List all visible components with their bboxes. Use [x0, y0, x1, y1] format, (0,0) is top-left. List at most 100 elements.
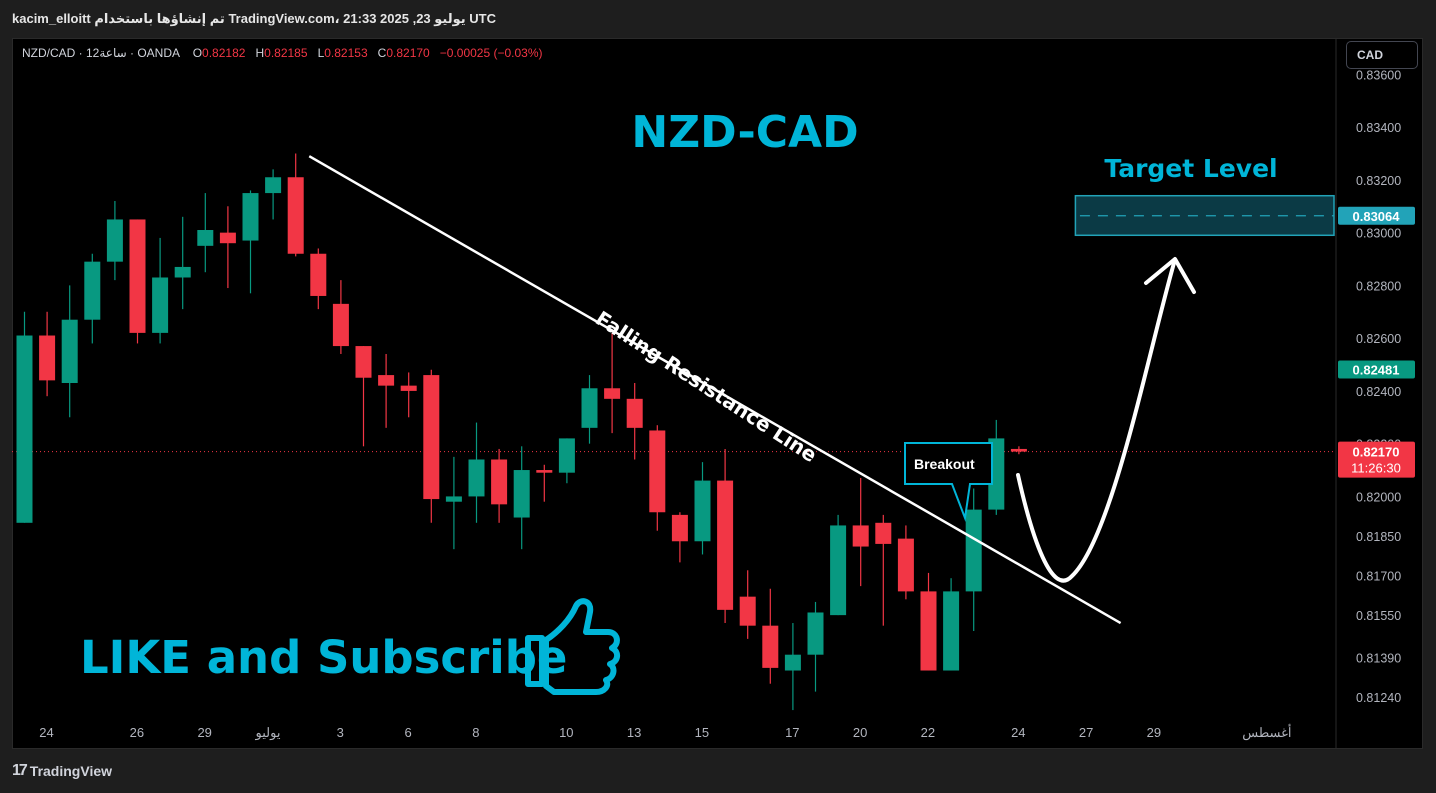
- candle-body: [355, 346, 372, 378]
- legend-low: 0.82153: [324, 46, 368, 60]
- candle-body: [219, 232, 236, 244]
- candle-body: [807, 612, 824, 655]
- time-axis-label: 26: [130, 725, 144, 740]
- candle-body: [84, 261, 101, 320]
- time-axis-label: 17: [785, 725, 799, 740]
- time-axis-label: 3: [337, 725, 344, 740]
- candle-body: [558, 438, 575, 473]
- time-axis-label: 24: [39, 725, 53, 740]
- candle-body: [16, 335, 33, 523]
- candle-body: [739, 596, 756, 626]
- candle-body: [830, 525, 847, 616]
- candle-body: [197, 230, 214, 246]
- trendline-label: Falling Resistance Line: [591, 306, 821, 467]
- legend-low-label: L: [317, 46, 325, 60]
- price-axis-label: 0.81850: [1356, 530, 1401, 544]
- time-axis-label: أغسطس: [1242, 724, 1291, 741]
- candle-body: [671, 514, 688, 542]
- time-axis-label: 13: [627, 725, 641, 740]
- target-price-tag: 0.83064: [1353, 209, 1401, 224]
- teal-price-tag-bg: [1338, 360, 1415, 379]
- candle-body: [310, 253, 327, 296]
- breakout-callout-box: [904, 442, 993, 522]
- currency-button[interactable]: CAD: [1346, 41, 1418, 69]
- candle-body: [265, 177, 282, 194]
- candle-body: [400, 385, 417, 391]
- footer-brand[interactable]: 17 TradingView: [12, 762, 112, 780]
- candle-body: [1010, 448, 1027, 452]
- time-axis-label: 10: [559, 725, 573, 740]
- legend-open: 0.82182: [202, 46, 246, 60]
- candle-body: [129, 219, 146, 333]
- candle-body: [581, 388, 598, 428]
- projection-curve: [1016, 261, 1176, 583]
- projection-arrow-head: [1144, 257, 1196, 294]
- current-price-tag: 0.82170: [1353, 445, 1400, 460]
- like-subscribe-text: LIKE and Subscribe: [80, 631, 567, 684]
- legend-symbol[interactable]: NZD/CAD · 12ساعة · OANDA: [22, 46, 180, 60]
- time-axis-label: 20: [853, 725, 867, 740]
- legend-change: −0.00025 (−0.03%): [439, 46, 543, 60]
- price-axis-label: 0.83400: [1356, 121, 1401, 135]
- candle-body: [423, 375, 440, 500]
- current-price-tag-bg: [1338, 441, 1415, 478]
- teal-price-tag: 0.82481: [1353, 363, 1400, 378]
- chart-title: NZD-CAD: [631, 107, 858, 158]
- chart-panel[interactable]: [12, 38, 1423, 749]
- candle-body: [536, 470, 553, 473]
- time-axis-label: يوليو: [255, 725, 281, 741]
- candle-body: [943, 591, 960, 671]
- candle-body: [513, 470, 530, 518]
- candle-body: [694, 480, 711, 542]
- legend-close-label: C: [377, 46, 387, 60]
- candle-body: [784, 654, 801, 671]
- candle-body: [920, 591, 937, 671]
- price-axis-label: 0.82600: [1356, 332, 1401, 346]
- price-axis-label: 0.82800: [1356, 279, 1401, 293]
- candle-body: [332, 303, 349, 347]
- candle-body: [762, 625, 779, 668]
- candle-body: [717, 480, 734, 610]
- price-axis-label: 0.83600: [1356, 68, 1401, 82]
- time-axis-label: 15: [695, 725, 709, 740]
- candle-body: [378, 375, 395, 386]
- candle-body: [61, 319, 78, 383]
- price-axis-label: 0.81390: [1356, 651, 1401, 665]
- candle-body: [604, 388, 621, 399]
- falling-resistance-trendline: [308, 155, 1122, 625]
- candle-body: [897, 538, 914, 592]
- price-axis-label: 0.82400: [1356, 385, 1401, 399]
- time-axis-label: 29: [197, 725, 211, 740]
- candle-body: [152, 277, 169, 333]
- candle-body: [39, 335, 56, 381]
- candle-body: [965, 509, 982, 592]
- candle-body: [468, 459, 485, 497]
- time-axis-label: 22: [921, 725, 935, 740]
- time-axis-label: 8: [472, 725, 479, 740]
- candle-body: [875, 522, 892, 544]
- time-axis-label: 24: [1011, 725, 1025, 740]
- bar-countdown: 11:26:30: [1351, 461, 1401, 476]
- target-price-tag-bg: [1338, 206, 1415, 225]
- target-level-label: Target Level: [1104, 154, 1277, 183]
- candlestick-chart[interactable]: Falling Resistance Line Breakout NZD-CAD Ta…: [12, 38, 1423, 749]
- time-axis-label: 27: [1079, 725, 1093, 740]
- price-axis-label: 0.83200: [1356, 174, 1401, 188]
- price-axis-label: 0.81240: [1356, 691, 1401, 705]
- candle-body: [852, 525, 869, 547]
- candle-body: [106, 219, 123, 262]
- candle-body: [242, 193, 259, 241]
- price-axis-label: 0.83000: [1356, 227, 1401, 241]
- candle-body: [287, 177, 304, 254]
- legend-high-label: H: [255, 46, 265, 60]
- price-axis-label: 0.81700: [1356, 570, 1401, 584]
- candle-body: [491, 459, 508, 505]
- footer-brand-label: TradingView: [29, 763, 113, 779]
- candle-body: [649, 430, 666, 513]
- target-zone: [1074, 194, 1335, 237]
- thumbs-up-icon: [525, 598, 620, 695]
- time-axis-label: 6: [404, 725, 411, 740]
- candle-body: [626, 398, 643, 428]
- legend-open-label: O: [192, 46, 203, 60]
- candle-body: [445, 496, 462, 502]
